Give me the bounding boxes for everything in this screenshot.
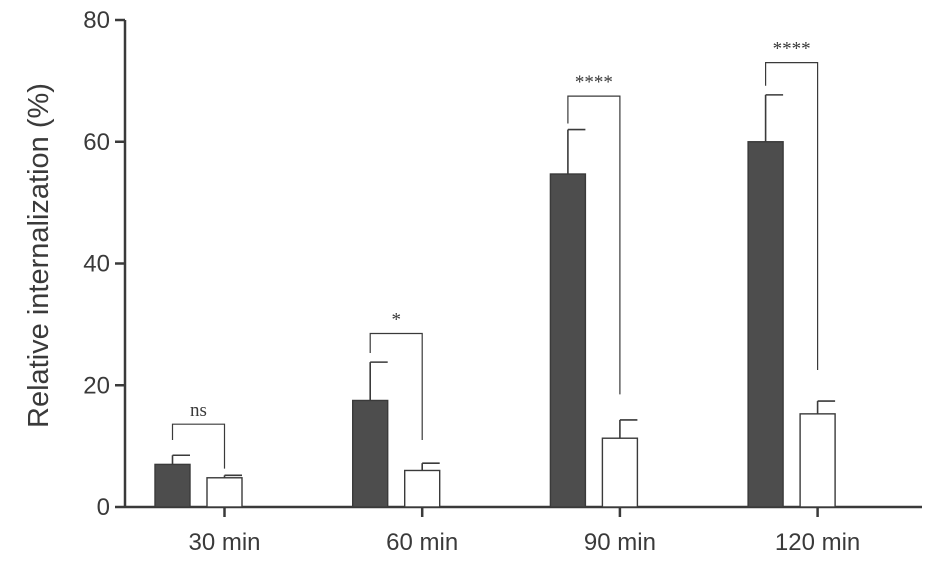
bar [549,173,587,508]
y-tick-label: 20 [83,372,110,399]
significance-label: ns [190,400,207,421]
significance-label: **** [773,39,811,60]
bar [352,399,389,508]
significance-label: **** [575,72,613,93]
significance-brackets: ns********* [171,39,819,469]
y-axis-title: Relative internalization (%) [23,83,55,428]
y-tick-label: 40 [83,251,110,278]
bar [404,469,441,508]
y-tick-label: 0 [97,494,110,521]
significance-bracket [369,332,423,441]
bar [601,437,639,508]
y-tick-label: 80 [83,7,110,34]
x-tick-label: 30 min [188,529,260,556]
y-axis: 0 20 40 60 80 [83,7,127,521]
significance-bracket [171,423,226,469]
bars [154,94,836,508]
x-tick-label: 60 min [386,529,458,556]
x-tick-label: 90 min [584,529,656,556]
bar [206,477,243,508]
x-axis: 30 min 60 min 90 min 120 min [125,505,922,556]
bar [799,413,836,508]
significance-bracket [567,95,621,395]
y-tick-label: 60 [83,129,110,156]
significance-bracket [764,62,819,371]
x-tick-label: 120 min [775,529,860,556]
significance-label: * [391,310,401,331]
bar [154,463,191,508]
bar [747,141,784,508]
